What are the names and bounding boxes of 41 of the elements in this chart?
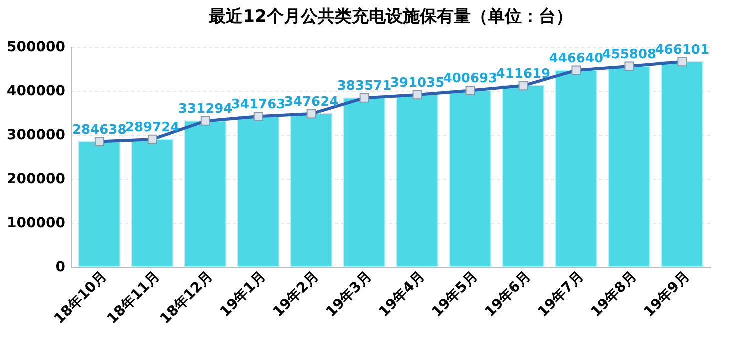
bar	[396, 94, 439, 268]
x-tick-label: 19年8月	[588, 268, 640, 321]
y-tick-label: 400000	[7, 84, 66, 100]
y-tick-label: 200000	[7, 172, 66, 188]
data-label: 466101	[655, 42, 710, 58]
bar	[290, 114, 333, 268]
bar	[449, 90, 492, 268]
bar	[343, 98, 386, 268]
data-label: 347624	[284, 95, 339, 110]
data-label: 446640	[549, 51, 604, 66]
x-tick-label: 19年1月	[217, 268, 270, 321]
data-label: 289724	[125, 120, 180, 136]
y-tick-label: 300000	[7, 128, 66, 144]
y-tick-label: 100000	[7, 216, 66, 232]
bar	[661, 61, 704, 268]
x-tick-label: 19年5月	[429, 268, 482, 321]
data-label: 455808	[602, 47, 657, 62]
bar	[555, 70, 598, 268]
x-tick-label: 19年3月	[323, 268, 376, 321]
bar	[237, 116, 280, 268]
y-tick-label: 500000	[7, 40, 66, 56]
data-label: 284638	[72, 122, 127, 138]
x-tick-label: 19年2月	[270, 268, 322, 321]
x-tick-label: 18年12月	[158, 268, 216, 328]
data-label: 400693	[443, 72, 498, 87]
data-label: 411619	[496, 66, 551, 82]
data-label: 341763	[231, 98, 286, 113]
bar	[131, 139, 174, 268]
x-tick-label: 19年6月	[482, 268, 534, 321]
x-tick-label: 19年7月	[535, 268, 588, 321]
chart-title: 最近12个月公共类充电设施保有量（单位：台）	[208, 7, 573, 27]
bar	[502, 85, 545, 268]
bar	[184, 120, 227, 268]
x-tick-label: 19年9月	[641, 268, 693, 321]
data-label: 383571	[337, 79, 392, 94]
y-tick-label: 0	[56, 260, 66, 276]
bar	[608, 66, 651, 268]
x-tick-label: 19年4月	[376, 268, 428, 321]
data-label: 331294	[178, 102, 233, 118]
data-label: 391035	[390, 76, 445, 91]
bar	[78, 141, 121, 268]
